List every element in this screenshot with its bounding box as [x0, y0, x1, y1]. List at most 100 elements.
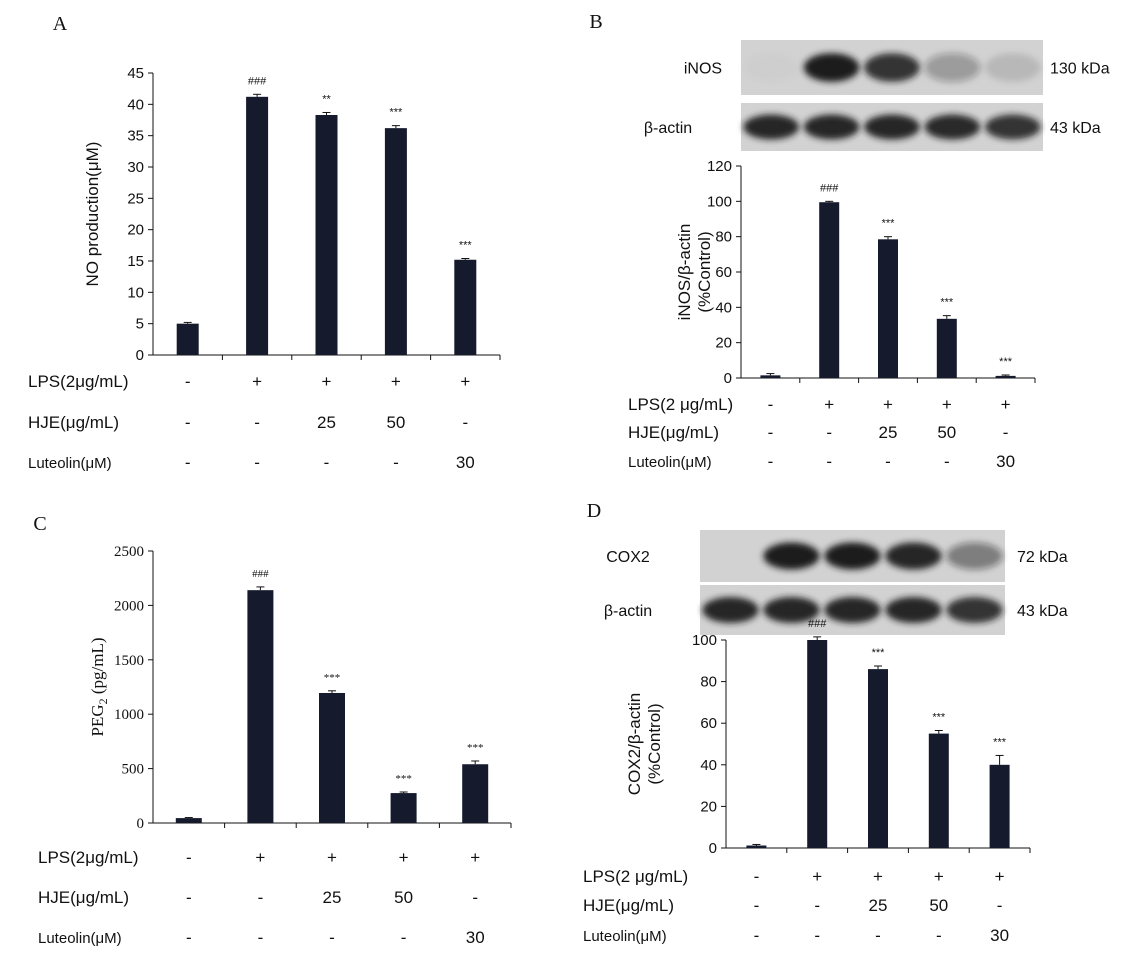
blot-band: [803, 114, 860, 140]
bar: [390, 793, 417, 823]
blot-band: [864, 53, 920, 82]
condition-value: -: [826, 452, 832, 471]
significance-mark: ***: [459, 239, 473, 251]
y-tick-label: 60: [715, 264, 732, 281]
condition-value: +: [1001, 395, 1011, 414]
panel-d: D COX2 72 kDa β-actin 43 kDa 0 20 40 60 80 100 ### *…: [583, 500, 1068, 945]
y-tick-label: 60: [700, 715, 717, 732]
condition-label: LPS(2 μg/mL): [628, 395, 733, 414]
condition-value: 30: [990, 926, 1009, 945]
bar: [454, 259, 477, 355]
y-tick-label: 40: [127, 96, 144, 113]
y-tick-label: 40: [715, 299, 732, 316]
condition-label: Luteolin(μM): [28, 455, 112, 472]
bar: [928, 733, 949, 848]
condition-value: +: [824, 395, 834, 414]
condition-value: +: [470, 848, 480, 867]
blot-bands: [763, 542, 1003, 570]
y-tick-label: 2000: [114, 598, 144, 614]
condition-value: -: [329, 928, 335, 947]
blot-band: [985, 114, 1041, 140]
blot-label: COX2: [606, 549, 650, 566]
significance-mark: ***: [467, 742, 484, 754]
bar: [247, 590, 274, 823]
condition-value: -: [885, 452, 891, 471]
significance-mark: ###: [820, 182, 839, 194]
blot-band: [763, 542, 820, 570]
blot-band: [743, 114, 799, 140]
y-tick-label: 0: [136, 347, 144, 364]
significance-mark: ***: [872, 647, 886, 659]
condition-value: -: [997, 896, 1003, 915]
panel-c: C 0 500 1000 1500 2000 2500 ### *** *** *** PEG2 (p…: [33, 513, 512, 947]
blot-size-label: 130 kDa: [1050, 61, 1110, 78]
condition-value: -: [754, 926, 760, 945]
y-axis-label-subscript: 2: [96, 698, 110, 704]
blot-band: [763, 597, 820, 623]
significance-mark: ***: [395, 773, 412, 785]
condition-value: +: [391, 372, 401, 391]
y-tick-label: 45: [127, 65, 144, 82]
condition-label: Luteolin(μM): [583, 928, 667, 945]
condition-label: LPS(2 μg/mL): [583, 867, 688, 886]
condition-value: -: [814, 926, 820, 945]
condition-value: +: [883, 395, 893, 414]
y-axis-label-main: PEG: [88, 704, 107, 736]
condition-value: 50: [386, 413, 405, 432]
blot-band: [924, 53, 981, 82]
bar: [760, 375, 781, 378]
condition-value: -: [324, 453, 330, 472]
condition-value: -: [185, 413, 191, 432]
blot-band: [885, 597, 942, 623]
bar: [175, 818, 202, 823]
condition-value: -: [826, 423, 832, 442]
condition-label: LPS(2μg/mL): [28, 372, 129, 391]
blot-band: [824, 542, 881, 570]
y-tick-label: 10: [127, 284, 144, 301]
condition-value: -: [254, 413, 260, 432]
y-tick-label: 5: [136, 316, 144, 333]
bar: [819, 202, 840, 378]
significance-mark: ***: [882, 218, 896, 230]
condition-value: +: [873, 867, 883, 886]
condition-value: 30: [466, 928, 485, 947]
blot-band: [824, 597, 881, 623]
bar: [995, 375, 1016, 378]
bar: [868, 669, 888, 848]
condition-value: -: [258, 888, 264, 907]
blot-bands: [743, 114, 1041, 140]
condition-value: -: [254, 453, 260, 472]
condition-value: -: [186, 928, 192, 947]
y-tick-label: 35: [127, 128, 144, 145]
condition-value: +: [812, 867, 822, 886]
blot-band: [803, 53, 860, 82]
condition-value: 50: [929, 896, 948, 915]
condition-value: +: [942, 395, 952, 414]
y-tick-label: 500: [122, 762, 145, 778]
condition-value: -: [462, 413, 468, 432]
condition-label: HJE(μg/mL): [583, 896, 674, 915]
bar: [746, 845, 767, 848]
condition-label: Luteolin(μM): [628, 454, 712, 471]
bar: [384, 128, 407, 355]
bar: [246, 96, 269, 356]
y-axis-label-unit: (pg/mL): [88, 637, 107, 698]
bar: [989, 764, 1010, 848]
condition-value: 30: [456, 453, 475, 472]
y-axis-label: NO production(μM): [83, 142, 102, 287]
blot-size-label: 43 kDa: [1050, 120, 1101, 137]
y-axis-label-secondary: (%Control): [645, 703, 664, 784]
condition-label: LPS(2μg/mL): [38, 848, 139, 867]
significance-mark: ***: [993, 736, 1007, 748]
y-tick-label: 20: [700, 798, 717, 815]
condition-value: -: [754, 867, 760, 886]
blot-label: β-actin: [604, 603, 652, 620]
panel-letter: D: [587, 500, 601, 522]
bar: [878, 239, 898, 378]
y-tick-label: 20: [715, 335, 732, 352]
y-tick-label: 30: [127, 159, 144, 176]
y-axis-label: iNOS/β-actin: [675, 224, 694, 321]
blot-band: [924, 114, 981, 140]
